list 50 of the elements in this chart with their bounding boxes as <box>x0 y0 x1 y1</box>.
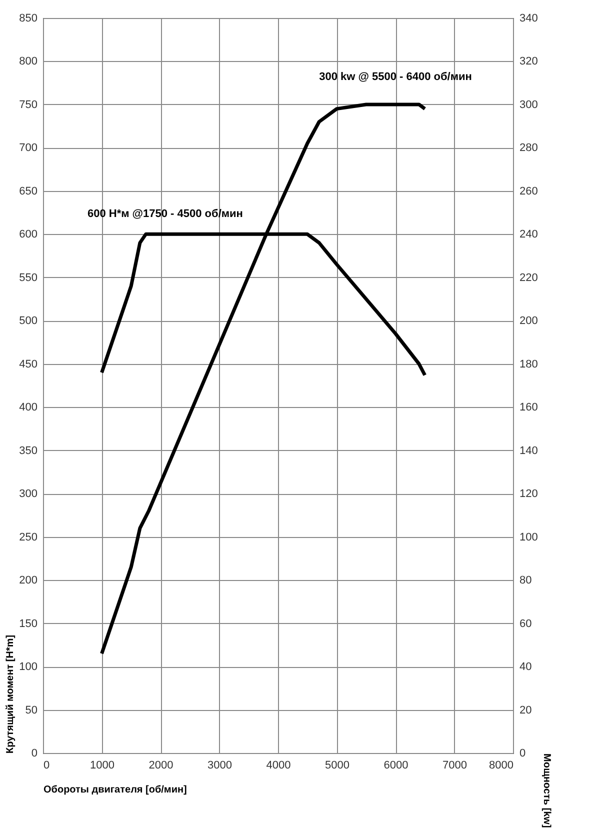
y2-tick-label: 220 <box>520 272 538 284</box>
x-tick-label: 2000 <box>148 760 174 772</box>
y-tick-label: 800 <box>19 56 38 68</box>
y2-tick-label: 180 <box>520 358 538 370</box>
y-tick-label: 100 <box>19 661 38 674</box>
y-tick-label: 700 <box>19 142 38 154</box>
y-tick-label: 250 <box>19 531 38 544</box>
y2-tick-label: 60 <box>520 618 532 630</box>
x-tick-label: 6000 <box>384 760 408 772</box>
y2-tick-label: 340 <box>520 12 538 24</box>
y2-tick-label: 300 <box>520 98 538 111</box>
y2-tick-label: 320 <box>520 56 538 68</box>
y-tick-label: 200 <box>19 574 38 587</box>
y-tick-label: 600 <box>19 228 38 241</box>
annotation: 600 Н*м @1750 - 4500 об/мин <box>87 208 243 220</box>
x-tick-label: 3000 <box>208 760 232 772</box>
y2-tick-label: 120 <box>520 488 538 500</box>
y-tick-label: 0 <box>31 748 38 760</box>
y-tick-label: 400 <box>19 402 38 414</box>
x-tick-label: 0 <box>44 760 50 772</box>
y2-tick-label: 160 <box>520 402 538 414</box>
y-tick-label: 650 <box>19 185 38 198</box>
y-tick-label: 350 <box>19 444 38 457</box>
y2-tick-label: 20 <box>520 704 532 716</box>
y-axis-title: Крутящий момент [Н*m] <box>5 634 16 754</box>
y-tick-label: 750 <box>19 98 38 111</box>
y-tick-label: 500 <box>19 315 38 328</box>
x-tick-label: 1000 <box>90 760 114 772</box>
y-tick-label: 850 <box>19 12 38 24</box>
annotation: 300 kw @ 5500 - 6400 об/мин <box>319 70 472 83</box>
y2-tick-label: 140 <box>520 444 538 457</box>
y-tick-label: 550 <box>19 272 38 284</box>
y2-tick-label: 40 <box>520 661 532 674</box>
x-tick-label: 5000 <box>325 760 350 772</box>
y2-tick-label: 0 <box>520 748 526 760</box>
y2-axis-title: Мощность [kw] <box>540 754 552 828</box>
x-axis-title: Обороты двигателя [об/мин] <box>44 784 187 796</box>
x-tick-label: 8000 <box>489 760 514 772</box>
x-tick-label: 7000 <box>442 760 467 772</box>
y2-tick-label: 260 <box>520 185 538 198</box>
y-tick-label: 450 <box>19 358 38 370</box>
y2-tick-label: 100 <box>520 531 538 544</box>
y2-tick-label: 240 <box>520 228 538 241</box>
y2-tick-label: 80 <box>520 574 532 587</box>
y-tick-label: 50 <box>25 704 38 716</box>
y2-tick-label: 280 <box>520 142 538 154</box>
y-tick-label: 300 <box>19 488 38 500</box>
y-tick-label: 150 <box>19 618 38 630</box>
x-tick-label: 4000 <box>266 760 291 772</box>
y2-tick-label: 200 <box>520 315 538 328</box>
